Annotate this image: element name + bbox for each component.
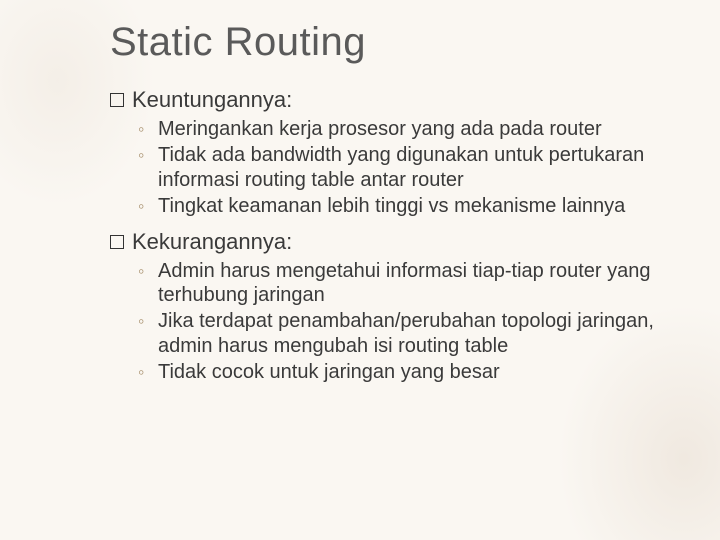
disadvantages-list: ◦ Admin harus mengetahui informasi tiap-… [138,259,660,385]
square-bullet-icon [110,93,124,107]
circle-bullet-icon: ◦ [138,119,148,141]
item-text: Jika terdapat penambahan/perubahan topol… [158,309,660,358]
circle-bullet-icon: ◦ [138,196,148,218]
circle-bullet-icon: ◦ [138,362,148,384]
section-heading-advantages: Keuntungannya: [110,87,660,113]
heading-text: Keuntungannya: [132,87,292,113]
item-text: Tidak ada bandwidth yang digunakan untuk… [158,143,660,192]
section-heading-disadvantages: Kekurangannya: [110,229,660,255]
circle-bullet-icon: ◦ [138,311,148,333]
item-text: Admin harus mengetahui informasi tiap-ti… [158,259,660,308]
item-text: Meringankan kerja prosesor yang ada pada… [158,117,660,141]
square-bullet-icon [110,235,124,249]
circle-bullet-icon: ◦ [138,261,148,283]
circle-bullet-icon: ◦ [138,145,148,167]
list-item: ◦ Jika terdapat penambahan/perubahan top… [138,309,660,358]
advantages-list: ◦ Meringankan kerja prosesor yang ada pa… [138,117,660,219]
heading-text: Kekurangannya: [132,229,292,255]
item-text: Tingkat keamanan lebih tinggi vs mekanis… [158,194,660,218]
slide-container: Static Routing Keuntungannya: ◦ Meringan… [0,0,720,425]
list-item: ◦ Tidak ada bandwidth yang digunakan unt… [138,143,660,192]
list-item: ◦ Admin harus mengetahui informasi tiap-… [138,259,660,308]
list-item: ◦ Tidak cocok untuk jaringan yang besar [138,360,660,384]
slide-title: Static Routing [110,20,660,65]
item-text: Tidak cocok untuk jaringan yang besar [158,360,660,384]
list-item: ◦ Tingkat keamanan lebih tinggi vs mekan… [138,194,660,218]
list-item: ◦ Meringankan kerja prosesor yang ada pa… [138,117,660,141]
